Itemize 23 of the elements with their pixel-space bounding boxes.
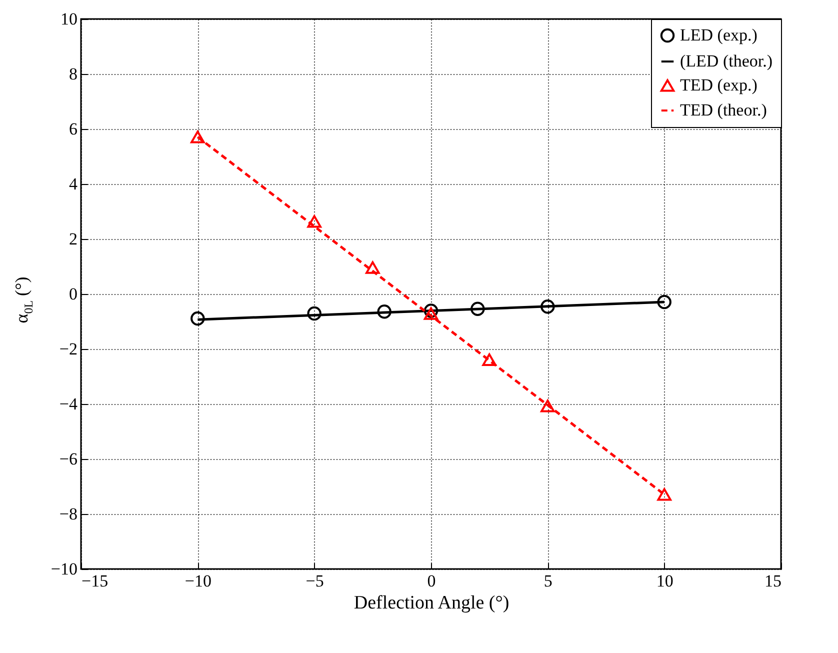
- x-tick-label: −10: [184, 572, 212, 590]
- y-tick-label: −10: [50, 560, 78, 578]
- y-tick-label: −2: [59, 340, 78, 358]
- y-tick-label: 4: [69, 174, 78, 194]
- x-tick-label: 10: [656, 572, 674, 590]
- y-tick-label: −8: [59, 504, 78, 524]
- x-axis-title: Deflection Angle (°): [354, 592, 510, 614]
- x-tick-label: −15: [82, 572, 108, 590]
- legend-label: TED (exp.): [680, 76, 758, 94]
- legend-label: TED (theor.): [680, 100, 767, 120]
- y-tick-label: 0: [69, 284, 78, 304]
- y-tick-label: 6: [69, 120, 78, 138]
- legend-label: (LED (theor.): [680, 52, 773, 70]
- y-tick-label: −6: [59, 450, 78, 468]
- x-tick-label: 5: [544, 572, 552, 590]
- y-tick-label: 2: [69, 230, 78, 248]
- y-tick-label: −4: [59, 394, 78, 414]
- y-tick-label: 10: [60, 10, 78, 28]
- y-tick-label: 8: [69, 64, 78, 84]
- x-tick-label: 15: [764, 572, 782, 590]
- x-tick-label: 0: [427, 572, 436, 590]
- legend-label: LED (exp.): [680, 26, 758, 44]
- x-tick-label: −5: [306, 572, 324, 590]
